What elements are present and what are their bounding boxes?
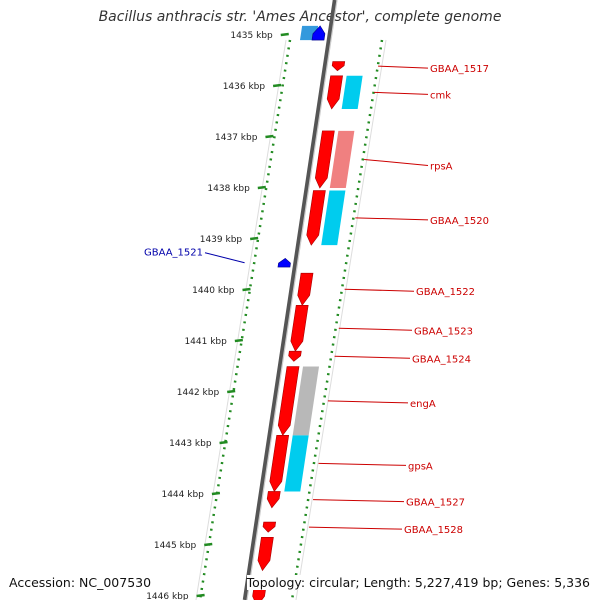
gene-arrow bbox=[257, 537, 274, 572]
tick-mark bbox=[272, 83, 282, 88]
label-leader bbox=[378, 65, 429, 69]
tick-label: 1442 kbp bbox=[177, 388, 220, 398]
accession-text: Accession: NC_007530 bbox=[9, 575, 152, 590]
tick-mark bbox=[265, 134, 274, 139]
cog-band bbox=[321, 190, 346, 246]
tick-mark bbox=[219, 440, 228, 445]
gene-arrow bbox=[297, 272, 314, 306]
tick-mark bbox=[211, 491, 221, 496]
tick-mark bbox=[280, 32, 289, 37]
tick-mark bbox=[196, 593, 205, 598]
tick-mark bbox=[257, 185, 266, 190]
inner-guide-line bbox=[195, 39, 287, 600]
gene-label: GBAA_1527 bbox=[406, 498, 465, 509]
tick-label: 1443 kbp bbox=[169, 439, 212, 449]
label-leader bbox=[355, 217, 429, 221]
label-leader bbox=[364, 158, 429, 166]
cog-band bbox=[329, 130, 355, 188]
gene-arrow bbox=[306, 190, 326, 246]
tick-layer: 1435 kbp 1436 kbp 1437 kbp 1438 kbp 1439 kbp… bbox=[146, 31, 289, 600]
gene-label: rpsA bbox=[430, 161, 453, 172]
label-leader bbox=[204, 252, 245, 264]
cog-band bbox=[284, 435, 309, 492]
gene-arrow bbox=[331, 61, 346, 72]
gene-arrow bbox=[262, 521, 277, 533]
gene-label: GBAA_1521 bbox=[144, 248, 203, 259]
tick-label: 1437 kbp bbox=[215, 133, 258, 143]
tick-mark bbox=[249, 236, 259, 241]
tick-label: 1446 kbp bbox=[146, 592, 189, 600]
cog-band bbox=[341, 75, 363, 109]
tick-label: 1439 kbp bbox=[200, 235, 243, 245]
ring-layer bbox=[195, 0, 387, 600]
gene-arrow bbox=[277, 366, 300, 436]
label-leader bbox=[313, 499, 405, 503]
tick-mark bbox=[227, 389, 236, 394]
tick-label: 1438 kbp bbox=[207, 184, 250, 194]
gene-arrow bbox=[269, 435, 290, 493]
gene-arrow bbox=[326, 75, 343, 110]
gene-label: GBAA_1517 bbox=[430, 64, 489, 75]
tick-label: 1441 kbp bbox=[184, 337, 227, 347]
gene-arrow bbox=[314, 130, 335, 189]
map-title: Bacillus anthracis str. 'Ames Ancestor',… bbox=[98, 9, 502, 25]
tick-label: 1440 kbp bbox=[192, 286, 235, 296]
gene-arrow bbox=[290, 304, 309, 352]
gene-arrow bbox=[266, 491, 281, 509]
gene-arrow bbox=[311, 25, 326, 41]
gene-label: GBAA_1524 bbox=[412, 354, 471, 365]
gene-layer bbox=[252, 25, 346, 600]
label-leader bbox=[344, 288, 415, 292]
tick-mark bbox=[234, 338, 244, 343]
outer-guide-line bbox=[295, 39, 387, 600]
gene-arrow bbox=[277, 257, 291, 268]
label-leader bbox=[327, 400, 409, 404]
tick-label: 1436 kbp bbox=[223, 82, 266, 92]
gene-label: GBAA_1522 bbox=[416, 287, 475, 298]
gene-label: cmk bbox=[430, 90, 451, 101]
gene-label: GBAA_1520 bbox=[430, 216, 489, 227]
gene-arrow bbox=[288, 350, 302, 362]
cog-layer bbox=[284, 25, 363, 492]
cog-band bbox=[292, 366, 320, 436]
tick-mark bbox=[204, 542, 213, 547]
outer-dotted-ring bbox=[290, 39, 384, 600]
tick-label: 1445 kbp bbox=[154, 541, 197, 551]
gene-label: GBAA_1528 bbox=[404, 525, 463, 536]
gene-label: engA bbox=[410, 399, 436, 410]
backbone-line bbox=[242, 0, 338, 600]
label-leader bbox=[338, 327, 413, 331]
label-leader bbox=[374, 91, 429, 95]
summary-text: Topology: circular; Length: 5,227,419 bp… bbox=[246, 575, 590, 590]
tick-label: 1435 kbp bbox=[230, 31, 273, 41]
label-leader bbox=[318, 462, 407, 466]
label-leader bbox=[308, 526, 403, 530]
gene-label: GBAA_1523 bbox=[414, 326, 473, 337]
tick-mark bbox=[242, 287, 251, 292]
label-leader bbox=[334, 355, 411, 359]
tick-label: 1444 kbp bbox=[161, 490, 204, 500]
inner-dotted-ring bbox=[198, 39, 292, 600]
backbone-highlight bbox=[246, 0, 338, 600]
gene-label: gpsA bbox=[408, 461, 433, 472]
